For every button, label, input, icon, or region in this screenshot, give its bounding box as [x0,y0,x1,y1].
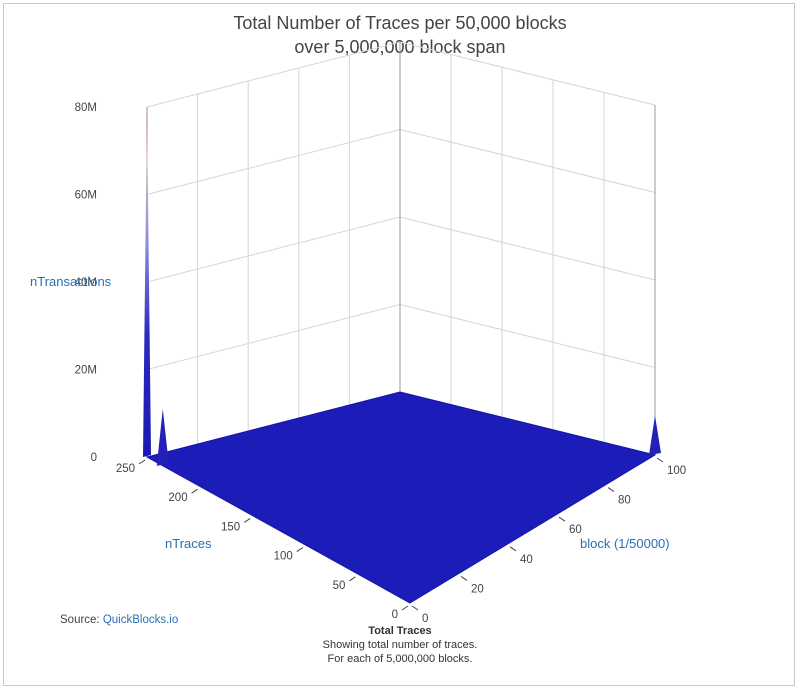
source-note: Source: QuickBlocks.io [60,614,178,626]
source-link[interactable]: QuickBlocks.io [102,614,179,626]
gridline-wall-a-horizontal [146,129,401,195]
x-tick-label: 0 [422,613,428,625]
x-tick-mark [656,457,664,463]
y-tick-mark [401,605,409,611]
gridline-wall-b-horizontal [399,304,656,368]
gridline-wall-a-horizontal [146,41,401,108]
y-tick-label: 200 [168,492,187,504]
gridline-wall-b-horizontal [399,129,656,193]
y-tick-label: 150 [221,521,240,533]
x-tick-label: 60 [569,524,582,536]
z-axis-title: nTransactions [30,274,112,289]
x-tick-label: 20 [471,583,484,595]
surface-floor [145,391,657,604]
z-tick-label: 40M [75,277,97,289]
x-tick-mark [460,575,468,581]
x-tick-label: 100 [667,465,686,477]
gridline-wall-a-horizontal [146,304,401,370]
surface-peak [649,415,661,455]
z-tick-label: 0 [91,452,97,464]
y-tick-mark [191,488,198,494]
gridline-wall-b-horizontal [399,41,656,106]
x-tick-mark [509,546,517,552]
surface-peak [143,107,151,457]
y-tick-mark [243,517,251,523]
caption-line-2: For each of 5,000,000 blocks. [327,653,473,665]
caption-title: Total Traces [368,625,432,637]
x-tick-mark [558,516,566,522]
caption-line-1: Showing total number of traces. [322,639,478,651]
surface-layer [143,107,661,604]
ticks-layer: 0 20M 40M 60M 80M 0 50 100 150 200 250 0 20 40 60 80 100 [75,102,687,625]
x-tick-label: 80 [618,495,631,507]
gridline-wall-a-horizontal [146,216,401,283]
x-tick-mark [607,487,615,493]
x-tick-mark [411,605,419,611]
y-axis-title: nTraces [165,536,212,551]
gridline-wall-b-horizontal [399,216,656,281]
source-label: Source: [60,614,100,626]
y-tick-label: 0 [392,609,398,621]
y-tick-label: 100 [274,551,293,563]
z-tick-label: 80M [75,102,97,114]
y-tick-mark [138,459,146,465]
chart-title-line-1: Total Number of Traces per 50,000 blocks [233,13,567,33]
y-tick-mark [349,576,356,582]
z-tick-label: 60M [75,190,97,202]
y-tick-mark [296,547,304,553]
chart-caption: Total Traces Showing total number of tra… [270,624,530,666]
surface-peak [156,408,169,466]
x-axis-title: block (1/50000) [580,536,670,551]
x-tick-label: 40 [520,554,533,566]
z-tick-label: 20M [75,365,97,377]
y-tick-label: 250 [116,463,135,475]
y-tick-label: 50 [333,580,346,592]
